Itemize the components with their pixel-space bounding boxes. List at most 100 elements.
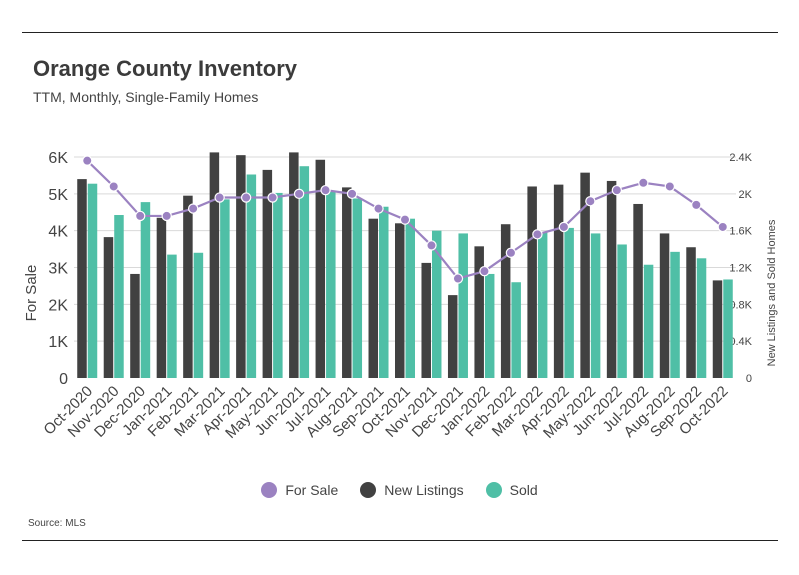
point-for-sale bbox=[267, 192, 278, 203]
point-for-sale bbox=[558, 221, 570, 233]
bar-new-listings bbox=[130, 273, 140, 378]
bar-new-listings bbox=[606, 180, 617, 378]
bar-sold bbox=[458, 233, 468, 378]
bar-sold bbox=[511, 282, 521, 378]
bar-sold bbox=[352, 198, 363, 378]
point-for-sale bbox=[161, 210, 172, 222]
right-tick-label: 0 bbox=[746, 373, 752, 385]
bar-sold bbox=[643, 264, 654, 378]
left-tick-label: 2K bbox=[48, 297, 68, 314]
bar-new-listings bbox=[315, 159, 326, 378]
point-for-sale bbox=[240, 192, 252, 203]
right-tick-label: 2K bbox=[739, 189, 753, 201]
point-for-sale bbox=[505, 247, 517, 258]
left-tick-label: 3K bbox=[48, 261, 68, 278]
bar-sold bbox=[670, 251, 680, 378]
point-for-sale bbox=[611, 184, 623, 196]
left-tick-label: 0 bbox=[59, 371, 68, 388]
legend-item-for-sale: For Sale bbox=[261, 482, 338, 498]
point-for-sale bbox=[717, 221, 728, 233]
point-for-sale bbox=[691, 199, 702, 211]
point-for-sale bbox=[108, 181, 119, 192]
point-for-sale bbox=[664, 181, 676, 192]
bar-new-listings bbox=[527, 186, 537, 378]
bar-sold bbox=[273, 192, 283, 378]
bar-new-listings bbox=[77, 179, 87, 378]
bar-new-listings bbox=[368, 218, 379, 378]
bar-sold bbox=[537, 232, 548, 378]
point-for-sale bbox=[346, 188, 358, 200]
bar-sold bbox=[193, 252, 204, 378]
bar-sold bbox=[564, 227, 574, 378]
bar-new-listings bbox=[474, 246, 484, 378]
left-tick-label: 5K bbox=[48, 187, 68, 204]
chart-subtitle: TTM, Monthly, Single-Family Homes bbox=[33, 89, 259, 105]
bar-new-listings bbox=[712, 280, 723, 378]
point-for-sale bbox=[214, 192, 225, 203]
bar-new-listings bbox=[156, 217, 167, 378]
bar-sold bbox=[590, 233, 601, 378]
point-for-sale bbox=[293, 188, 305, 200]
bar-sold bbox=[326, 191, 336, 378]
point-for-sale bbox=[399, 214, 411, 225]
point-for-sale bbox=[134, 210, 146, 222]
point-for-sale bbox=[532, 229, 543, 240]
bar-new-listings bbox=[103, 237, 114, 378]
point-for-sale bbox=[638, 177, 649, 188]
legend-label-sold: Sold bbox=[509, 482, 538, 498]
right-axis-title: New Listings and Sold Homes bbox=[766, 219, 778, 366]
legend-label-for-sale: For Sale bbox=[285, 482, 339, 498]
bar-new-listings bbox=[262, 169, 273, 378]
bar-new-listings bbox=[659, 233, 670, 378]
right-tick-label: 0.8K bbox=[729, 299, 752, 311]
bottom-rule bbox=[22, 540, 778, 541]
point-for-sale bbox=[426, 240, 437, 251]
bar-sold bbox=[723, 279, 733, 378]
legend-label-new-listings: New Listings bbox=[384, 482, 464, 498]
chart-legend: For Sale New Listings Sold bbox=[0, 482, 799, 498]
bar-sold bbox=[114, 215, 124, 378]
bar-new-listings bbox=[209, 152, 220, 378]
bar-new-listings bbox=[289, 152, 299, 378]
chart-title: Orange County Inventory bbox=[33, 56, 298, 81]
bar-new-listings bbox=[500, 224, 511, 378]
bar-new-listings bbox=[421, 262, 431, 378]
legend-swatch-sold bbox=[485, 482, 502, 498]
legend-item-sold: Sold bbox=[485, 482, 538, 498]
bar-sold bbox=[299, 166, 310, 378]
left-axis-title: For Sale bbox=[23, 265, 40, 322]
source-note: Source: MLS bbox=[28, 518, 86, 529]
bar-sold bbox=[379, 206, 389, 378]
legend-swatch-new-listings bbox=[360, 482, 377, 498]
bar-new-listings bbox=[447, 295, 458, 378]
bar-new-listings bbox=[553, 184, 564, 378]
bar-new-listings bbox=[580, 172, 590, 378]
bar-new-listings bbox=[686, 247, 696, 378]
point-for-sale bbox=[82, 155, 93, 166]
legend-swatch-for-sale bbox=[261, 482, 278, 498]
point-for-sale bbox=[373, 203, 384, 214]
left-tick-label: 1K bbox=[48, 334, 68, 351]
bar-sold bbox=[167, 254, 177, 378]
bar-sold bbox=[246, 174, 257, 378]
bar-sold bbox=[696, 258, 707, 378]
bar-sold bbox=[484, 273, 495, 378]
bar-sold bbox=[220, 199, 230, 378]
bar-sold bbox=[87, 183, 98, 378]
left-tick-label: 6K bbox=[48, 150, 68, 167]
point-for-sale bbox=[585, 195, 596, 207]
bar-sold bbox=[405, 218, 415, 378]
bar-sold bbox=[617, 244, 627, 378]
bar-new-listings bbox=[342, 187, 352, 378]
bar-new-listings bbox=[395, 223, 405, 378]
point-for-sale bbox=[320, 184, 331, 196]
left-tick-label: 4K bbox=[48, 224, 68, 241]
right-tick-label: 2.4K bbox=[729, 152, 752, 164]
point-for-sale bbox=[452, 273, 464, 284]
bar-sold bbox=[140, 202, 151, 378]
legend-item-new-listings: New Listings bbox=[360, 482, 464, 498]
top-rule bbox=[22, 32, 778, 33]
right-tick-label: 1.2K bbox=[729, 263, 752, 275]
bar-new-listings bbox=[633, 203, 643, 378]
right-tick-label: 0.4K bbox=[729, 336, 752, 348]
